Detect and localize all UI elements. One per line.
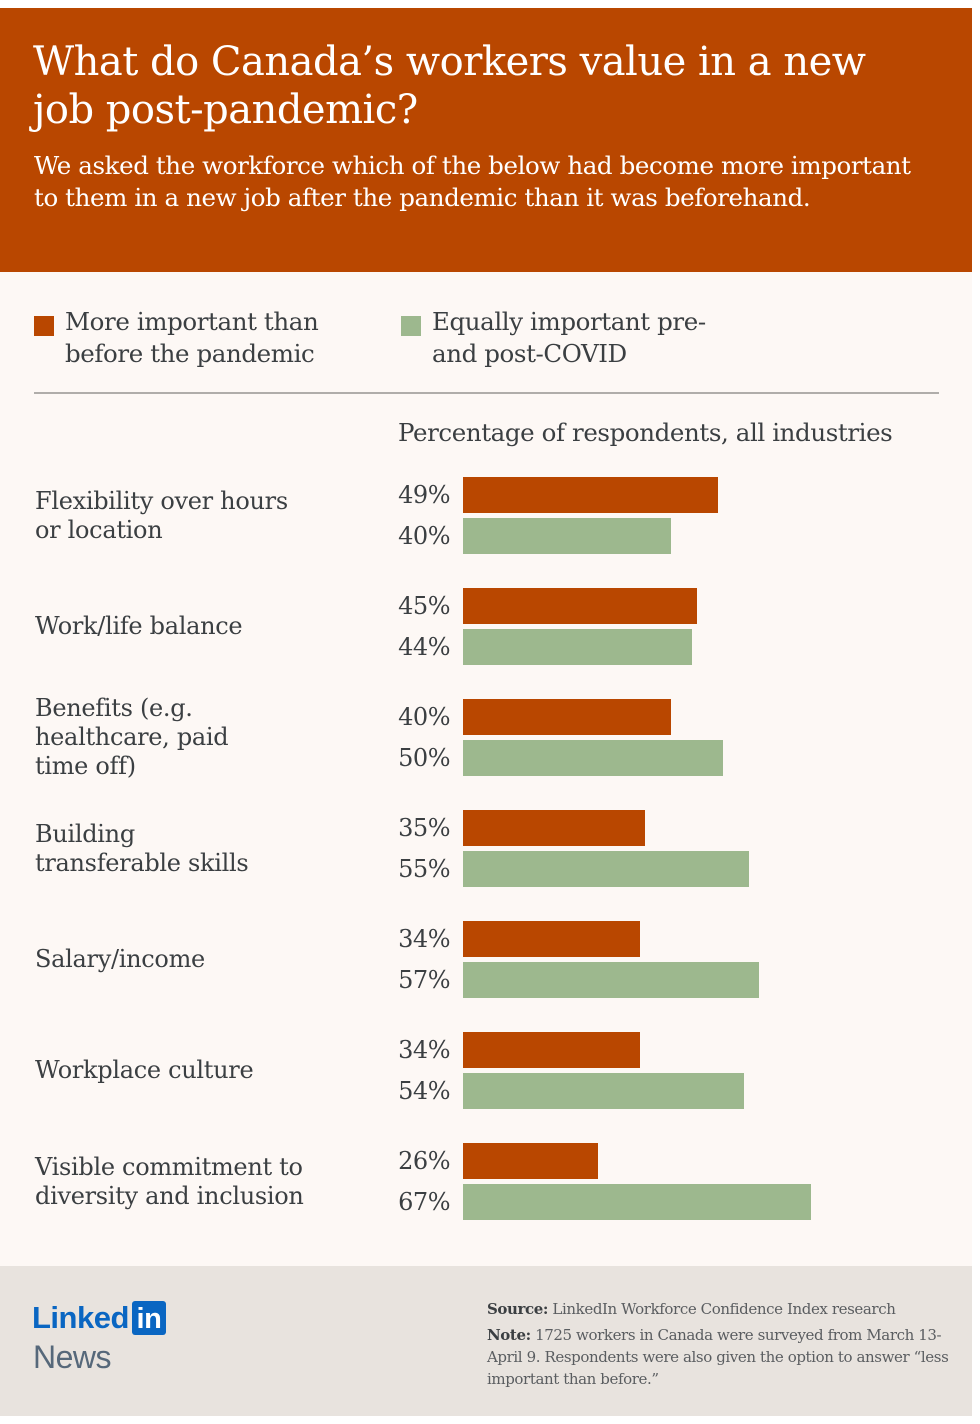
value-label: 40% (398, 703, 450, 731)
bar-more-important (463, 699, 671, 735)
bar-more-important (463, 810, 645, 846)
legend-swatch-orange (34, 316, 54, 336)
value-label: 34% (398, 925, 450, 953)
category-label: Benefits (e.g. healthcare, paid time off… (35, 694, 229, 780)
value-label: 40% (398, 522, 450, 550)
legend-item-more-important: More important than before the pandemic (34, 306, 365, 370)
logo-text: Linked (32, 1300, 129, 1335)
bar-equally-important (463, 518, 671, 554)
category-label: Work/life balance (35, 612, 243, 640)
source-text: LinkedIn Workforce Confidence Index rese… (548, 1300, 896, 1318)
value-label: 54% (398, 1077, 450, 1105)
value-label: 55% (398, 855, 450, 883)
logo-news-text: News (33, 1339, 112, 1375)
header: What do Canada’s workers value in a new … (0, 8, 972, 272)
bar-more-important (463, 1032, 640, 1068)
legend-swatch-green (401, 316, 421, 336)
linkedin-logo: Linked in (32, 1300, 166, 1336)
value-label: 26% (398, 1147, 450, 1175)
bar-equally-important (463, 1073, 744, 1109)
chart-subtitle: We asked the workforce which of the belo… (34, 151, 911, 212)
value-label: 35% (398, 814, 450, 842)
footer: Linked in News Source: LinkedIn Workforc… (0, 1266, 972, 1416)
value-label: 50% (398, 744, 450, 772)
bar-more-important (463, 477, 718, 513)
value-label: 57% (398, 966, 450, 994)
value-label: 45% (398, 592, 450, 620)
bar-more-important (463, 921, 640, 957)
bar-equally-important (463, 740, 723, 776)
bar-equally-important (463, 962, 760, 998)
category-label: Workplace culture (35, 1056, 254, 1084)
legend-label: Equally important pre- and post-COVID (432, 307, 706, 368)
note-text: 1725 workers in Canada were surveyed fro… (487, 1326, 949, 1388)
source-label: Source: (487, 1300, 549, 1318)
value-label: 67% (398, 1188, 450, 1216)
category-label: Visible commitment to diversity and incl… (35, 1152, 304, 1210)
legend: More important than before the pandemic … (0, 298, 972, 388)
chart-title: What do Canada’s workers value in a new … (33, 39, 866, 133)
source-note: Source: LinkedIn Workforce Confidence In… (487, 1298, 957, 1320)
divider (34, 392, 939, 394)
legend-label: More important than before the pandemic (65, 307, 319, 368)
note-label: Note: (487, 1326, 531, 1344)
bar-more-important (463, 1143, 599, 1179)
category-label: Flexibility over hours or location (35, 486, 288, 544)
legend-item-equally-important: Equally important pre- and post-COVID (401, 306, 752, 370)
bar-equally-important (463, 629, 692, 665)
bar-equally-important (463, 851, 749, 887)
category-label: Salary/income (35, 945, 205, 973)
bar-equally-important (463, 1184, 812, 1220)
category-label: Building transferable skills (35, 819, 249, 877)
methodology-note: Note: 1725 workers in Canada were survey… (487, 1324, 957, 1390)
infographic: What do Canada’s workers value in a new … (0, 8, 972, 1416)
axis-title: Percentage of respondents, all industrie… (398, 418, 893, 447)
bar-more-important (463, 588, 697, 624)
value-label: 49% (398, 481, 450, 509)
value-label: 34% (398, 1036, 450, 1064)
value-label: 44% (398, 633, 450, 661)
linkedin-in-icon: in (131, 1301, 166, 1335)
